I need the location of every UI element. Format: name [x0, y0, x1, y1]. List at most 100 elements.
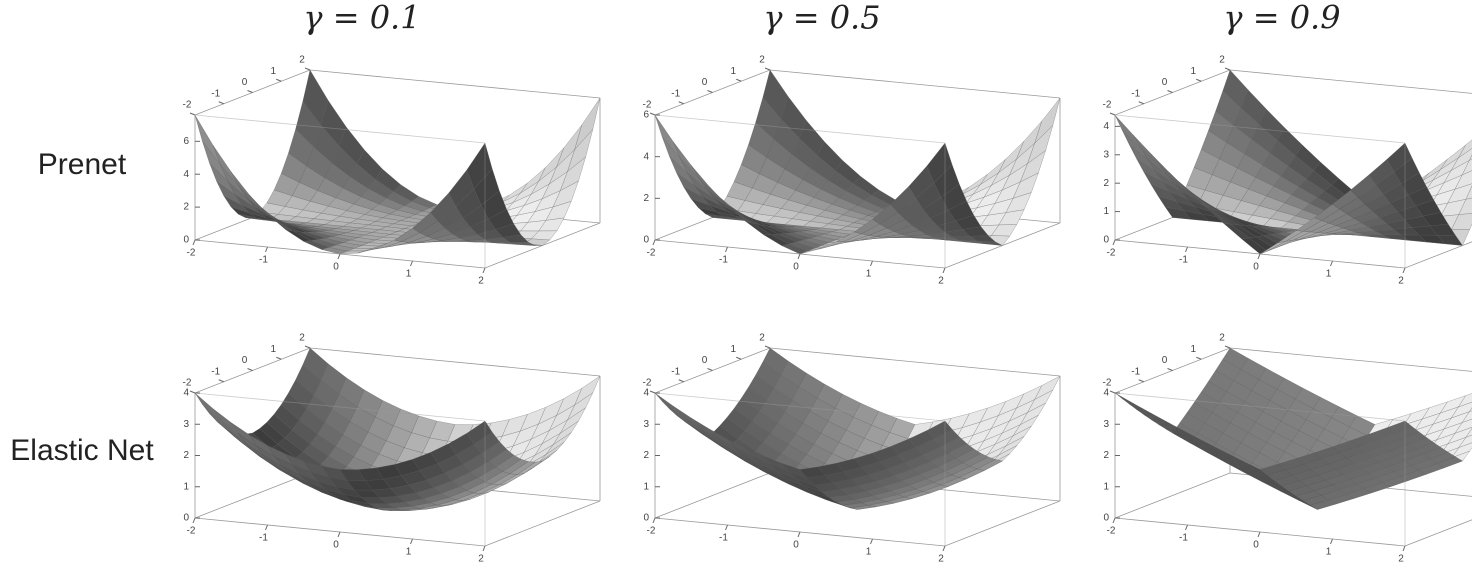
y-tick — [1138, 101, 1144, 105]
x-tick — [797, 253, 801, 260]
x-tick — [725, 524, 728, 531]
z-tick-label: 2 — [1103, 450, 1109, 461]
x-tick-label: 0 — [1253, 540, 1259, 551]
box-edge — [309, 347, 601, 377]
x-tick — [482, 545, 486, 552]
box-edge — [769, 69, 1061, 99]
x-tick-label: -2 — [1107, 248, 1116, 259]
surface-patch — [1465, 428, 1472, 438]
y-tick-label: -2 — [643, 378, 652, 389]
x-tick-label: 1 — [1326, 269, 1332, 280]
surface-patch — [926, 142, 953, 184]
x-tick — [1112, 517, 1116, 524]
z-tick-label: 6 — [183, 136, 189, 147]
y-tick-label: 0 — [702, 77, 708, 88]
x-tick-label: -2 — [647, 248, 656, 259]
y-tick — [218, 379, 224, 383]
x-tick — [265, 524, 268, 531]
y-tick-label: -2 — [183, 378, 192, 389]
x-tick-label: -1 — [259, 533, 268, 544]
column-title: γ = 0.9 — [1223, 0, 1340, 37]
y-tick-label: 1 — [270, 344, 276, 355]
x-tick-label: -2 — [187, 248, 196, 259]
x-tick-label: 2 — [938, 554, 944, 565]
y-tick-label: 2 — [299, 55, 305, 66]
y-tick — [304, 345, 311, 349]
surface-patch — [1114, 114, 1141, 148]
x-tick-label: -1 — [259, 255, 268, 266]
z-tick-label: 0 — [643, 513, 649, 524]
box-edge — [194, 114, 486, 144]
surface-patch — [466, 420, 493, 445]
surface-patch — [1461, 410, 1472, 424]
y-tick-label: 0 — [702, 355, 708, 366]
y-tick-label: 2 — [759, 333, 765, 344]
y-tick — [276, 78, 282, 82]
y-tick — [764, 67, 771, 71]
x-tick-label: -1 — [1179, 255, 1188, 266]
x-tick — [1112, 239, 1116, 246]
y-tick-label: 0 — [1162, 355, 1168, 366]
y-tick-label: 1 — [1190, 66, 1196, 77]
y-tick — [1196, 78, 1202, 82]
z-tick-label: 0 — [1103, 235, 1109, 246]
z-tick-label: 4 — [643, 151, 649, 162]
box-edge — [484, 222, 601, 269]
y-tick-label: 1 — [730, 344, 736, 355]
y-tick — [1109, 390, 1116, 394]
z-tick-label: 0 — [1103, 513, 1109, 524]
x-tick-label: 2 — [1398, 554, 1404, 565]
z-tick-label: 4 — [1103, 121, 1109, 132]
y-tick — [276, 356, 282, 360]
box-edge — [484, 500, 601, 547]
y-tick — [736, 356, 742, 360]
z-tick-label: 4 — [643, 388, 649, 399]
z-tick-label: 1 — [1103, 481, 1109, 492]
y-tick-label: -1 — [671, 366, 680, 377]
x-tick-label: 1 — [406, 269, 412, 280]
y-tick — [247, 368, 253, 371]
y-tick — [649, 390, 656, 394]
x-tick-label: 2 — [478, 276, 484, 287]
x-tick — [410, 260, 413, 267]
x-tick-label: 2 — [938, 276, 944, 287]
x-tick-label: 0 — [1253, 262, 1259, 273]
y-tick — [678, 379, 684, 383]
x-tick — [1185, 246, 1188, 253]
x-tick — [942, 267, 946, 274]
box-edge — [1114, 392, 1406, 422]
x-tick — [652, 239, 656, 246]
z-tick-label: 2 — [643, 450, 649, 461]
x-tick-label: -2 — [187, 526, 196, 537]
y-tick — [304, 67, 311, 71]
z-tick-label: 0 — [643, 235, 649, 246]
surface-patch — [1461, 158, 1472, 176]
x-tick — [1257, 253, 1261, 260]
surface-patch — [680, 414, 706, 435]
box-edge — [654, 472, 771, 519]
surface-patch — [1468, 407, 1472, 413]
y-tick-label: 1 — [730, 66, 736, 77]
x-tick — [870, 260, 873, 267]
z-tick-label: 1 — [183, 481, 189, 492]
z-tick-label: 1 — [643, 481, 649, 492]
y-tick — [189, 390, 196, 394]
y-tick-label: 1 — [1190, 344, 1196, 355]
surface-patch — [1468, 154, 1472, 161]
surface-patch — [926, 420, 953, 440]
box-edge — [1114, 472, 1231, 519]
x-tick — [337, 531, 341, 538]
x-tick — [265, 246, 268, 253]
x-tick-label: 1 — [866, 269, 872, 280]
box-edge — [194, 472, 311, 519]
y-tick-label: -1 — [671, 88, 680, 99]
row-label: Prenet — [38, 148, 127, 181]
column-title: γ = 0.1 — [303, 0, 420, 37]
x-tick — [1330, 538, 1333, 545]
z-tick-label: 2 — [1103, 178, 1109, 189]
y-tick — [1167, 368, 1173, 371]
x-tick-label: 1 — [1326, 547, 1332, 558]
y-tick-label: 2 — [759, 55, 765, 66]
row-label: Elastic Net — [10, 434, 154, 467]
y-tick-label: -1 — [1131, 366, 1140, 377]
